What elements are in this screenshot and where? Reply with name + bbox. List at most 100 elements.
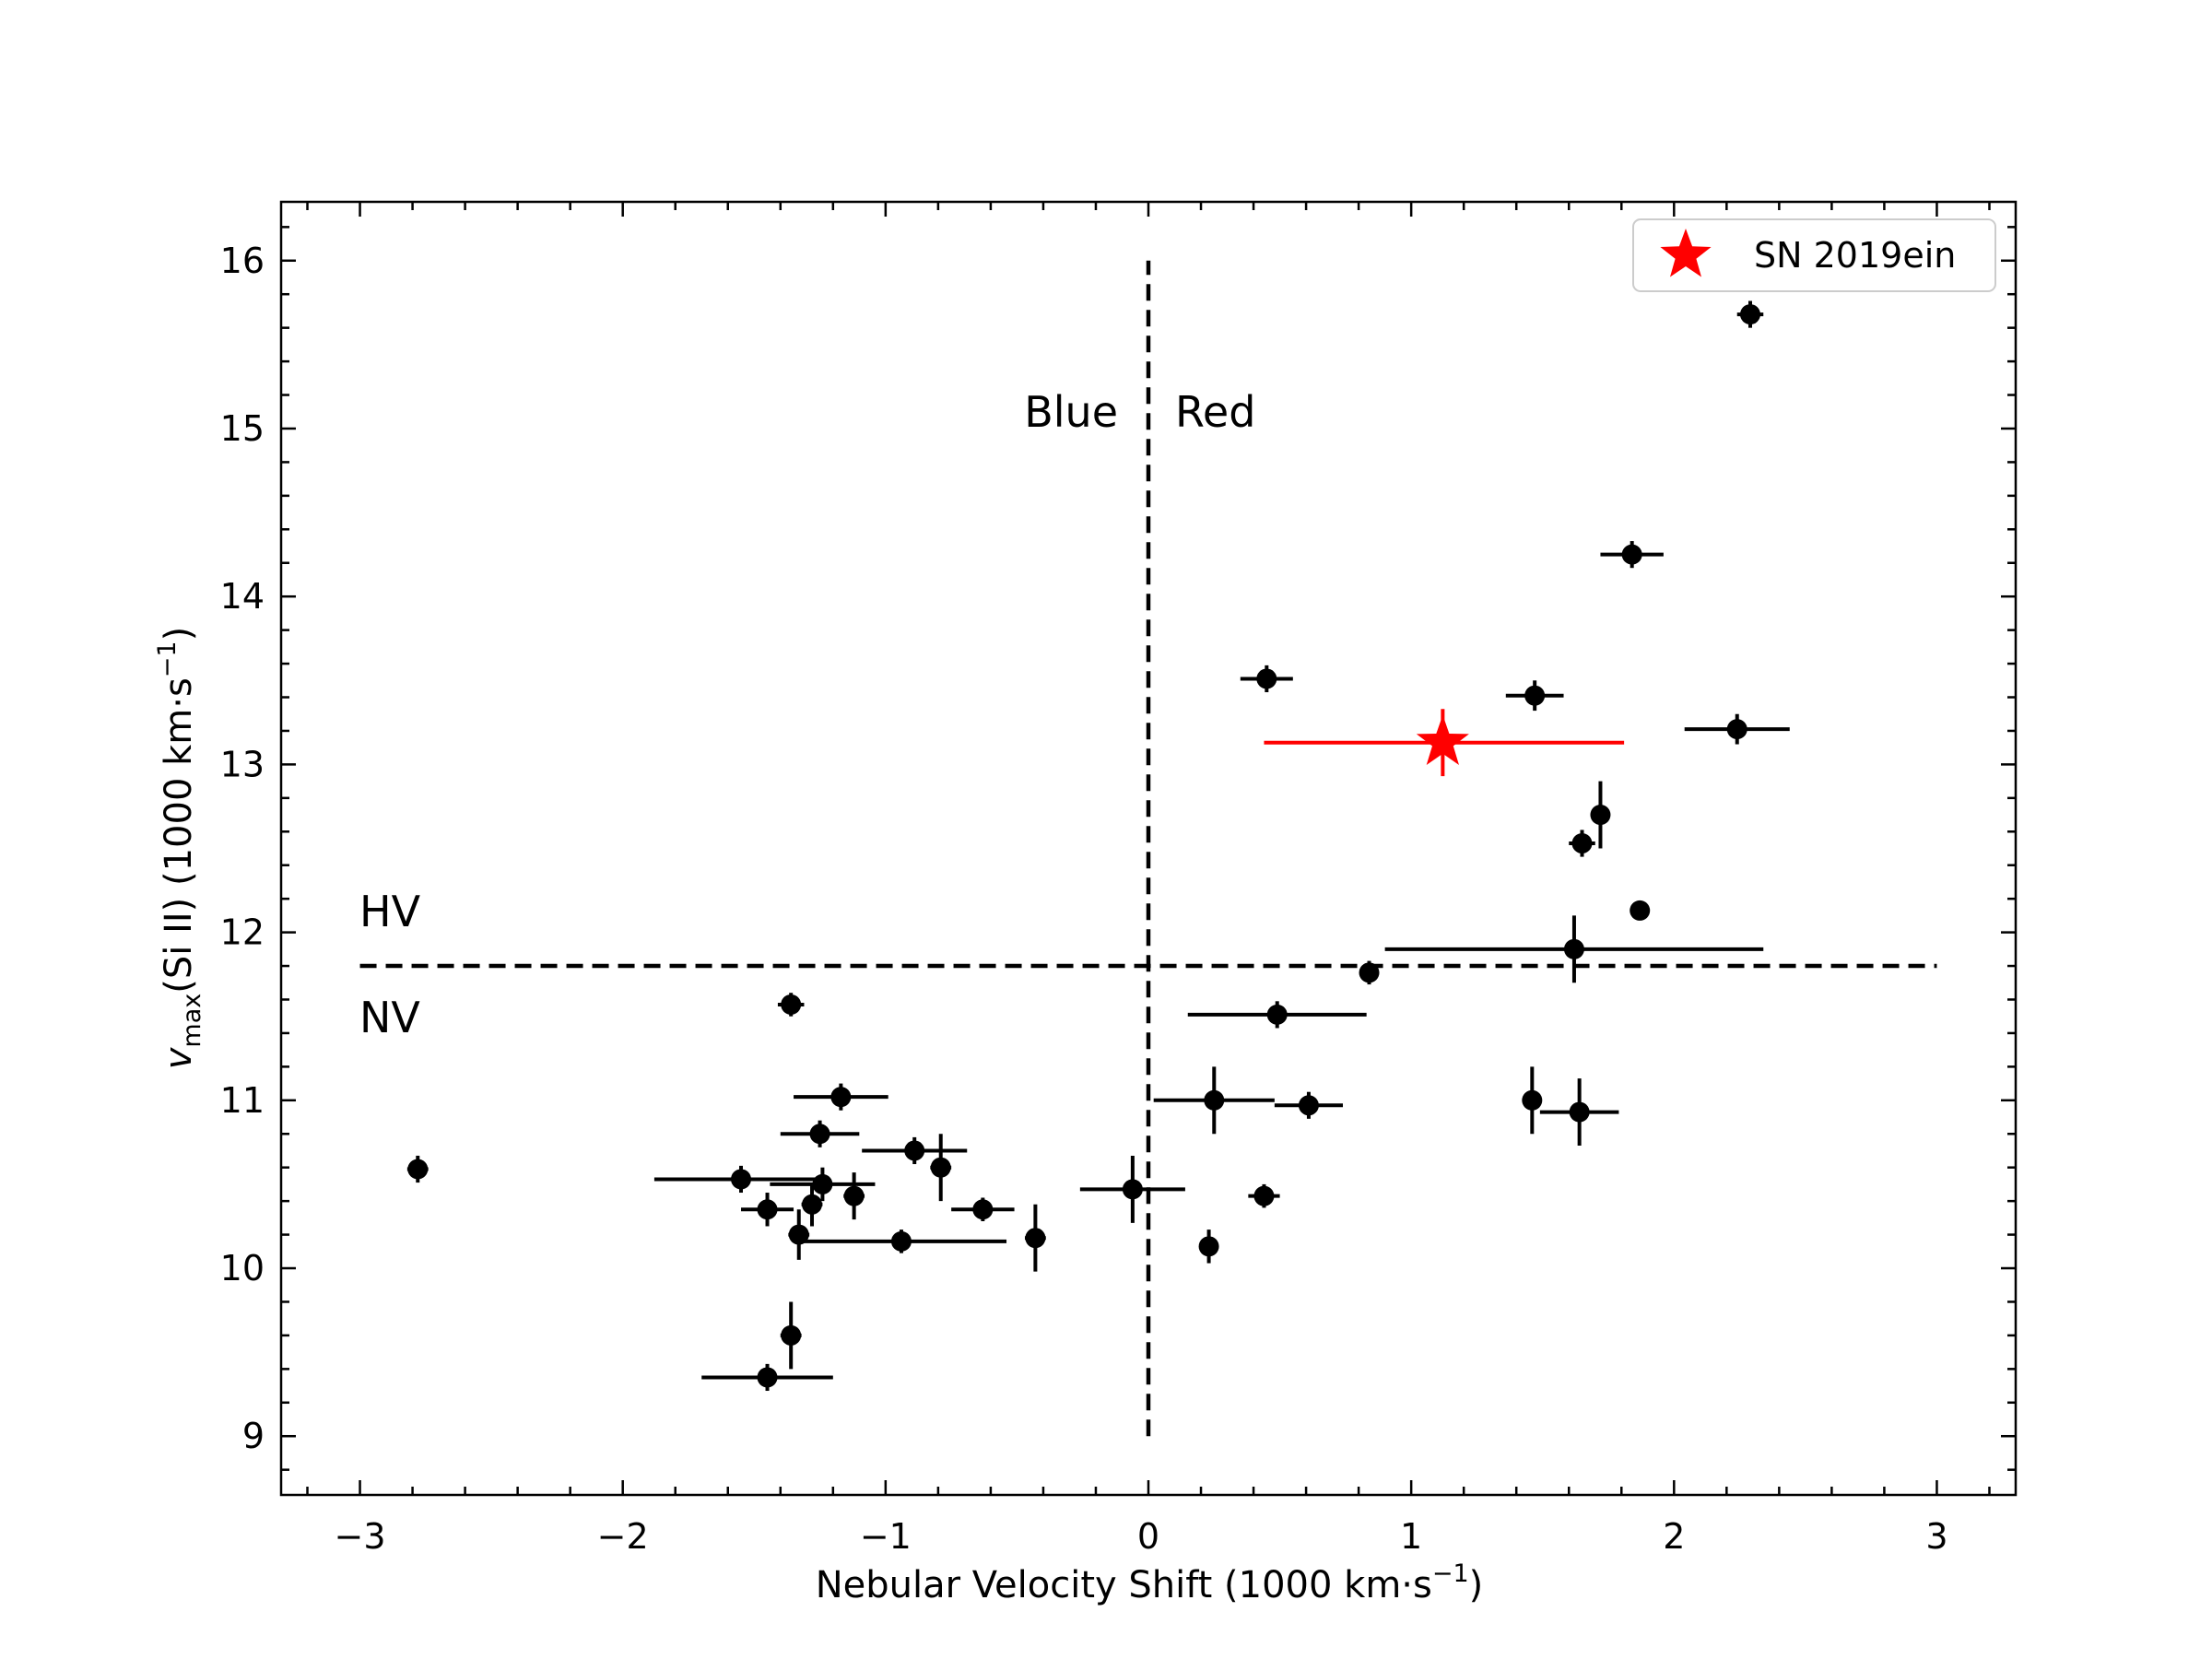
data-point — [1198, 1230, 1219, 1264]
data-point — [794, 1083, 888, 1111]
x-axis-title-sup: −1 — [1432, 1559, 1469, 1588]
data-point — [1153, 1066, 1275, 1135]
x-axis-title-end: ) — [1469, 1564, 1484, 1606]
data-point — [1359, 960, 1380, 985]
y-axis-title-sup: −1 — [153, 641, 182, 677]
data-point — [1569, 830, 1595, 857]
data-point — [862, 1136, 968, 1165]
circle-marker — [1621, 544, 1642, 565]
circle-marker — [1726, 719, 1747, 740]
circle-marker — [1256, 668, 1277, 689]
x-tick-label: 3 — [1925, 1516, 1947, 1557]
annotations: Blue Red HV NV — [359, 387, 1255, 1042]
data-point — [1187, 1001, 1367, 1029]
y-tick-label: 12 — [220, 912, 265, 953]
legend-label: SN 2019ein — [1754, 235, 1956, 276]
y-axis-title-sub: max — [178, 994, 206, 1048]
data-point — [930, 1134, 952, 1202]
data-point — [780, 1301, 802, 1370]
data-point — [1539, 1078, 1619, 1147]
x-axis-title-main: Nebular Velocity Shift (1000 km·s — [816, 1564, 1432, 1606]
circle-marker — [757, 1199, 778, 1220]
data-point — [406, 1155, 429, 1183]
circle-marker — [809, 1124, 830, 1145]
data-point — [1600, 541, 1664, 569]
circle-marker — [930, 1157, 951, 1178]
circle-marker — [802, 1194, 823, 1215]
circle-marker — [781, 994, 802, 1015]
data-point — [1736, 300, 1764, 328]
data-point — [1630, 900, 1651, 921]
data-point — [1505, 680, 1564, 712]
circle-marker — [1524, 685, 1546, 706]
circle-marker — [1198, 1236, 1219, 1257]
data-point — [701, 1363, 833, 1392]
x-tick-label: 2 — [1663, 1516, 1685, 1557]
circle-marker — [1739, 304, 1760, 325]
legend-star-icon — [1660, 229, 1712, 277]
annotation-red: Red — [1175, 387, 1255, 437]
data-point — [1522, 1066, 1543, 1135]
y-tick-label: 13 — [220, 744, 265, 784]
circle-marker — [1359, 962, 1380, 983]
data-point — [1590, 781, 1611, 849]
circle-marker — [1590, 805, 1611, 826]
data-point — [1384, 915, 1764, 983]
data-point — [653, 1165, 829, 1194]
circle-marker — [830, 1087, 852, 1108]
data-point — [1079, 1155, 1185, 1223]
divider-lines — [359, 260, 1937, 1437]
circle-marker — [1204, 1089, 1225, 1111]
circle-marker — [731, 1169, 752, 1190]
circle-marker — [890, 1230, 912, 1252]
y-tick-label: 11 — [220, 1080, 265, 1121]
circle-marker — [1266, 1004, 1288, 1025]
data-point — [770, 1167, 876, 1202]
circle-marker — [1630, 900, 1651, 921]
annotation-blue: Blue — [1024, 387, 1118, 437]
y-tick-label: 16 — [220, 241, 265, 281]
y-axis-title: vmax(Si II) (1000 km·s−1) — [153, 627, 206, 1069]
x-tick-label: 0 — [1137, 1516, 1159, 1557]
circle-marker — [812, 1173, 833, 1194]
star-marker — [1416, 714, 1469, 765]
highlight-point — [1264, 709, 1625, 777]
circle-marker — [757, 1367, 778, 1388]
y-axis-title-v: v — [158, 1046, 200, 1069]
circle-marker — [781, 1324, 802, 1346]
y-tick-label: 14 — [220, 576, 265, 617]
y-tick-label: 9 — [242, 1416, 265, 1456]
x-axis-title: Nebular Velocity Shift (1000 km·s−1) — [816, 1559, 1484, 1606]
x-tick-label: 1 — [1400, 1516, 1422, 1557]
data-point — [1684, 713, 1790, 745]
x-tick-label: −3 — [335, 1516, 386, 1557]
circle-marker — [843, 1185, 865, 1206]
legend: SN 2019ein — [1632, 218, 1996, 292]
data-point — [1248, 1183, 1280, 1208]
circle-marker — [1563, 938, 1584, 959]
plot-frame — [279, 200, 2018, 1497]
data-point — [1024, 1204, 1046, 1272]
data-point — [801, 1182, 823, 1227]
circle-marker — [1298, 1095, 1319, 1116]
data-point — [1274, 1091, 1344, 1119]
circle-marker — [1569, 1101, 1590, 1123]
circle-marker — [1522, 1089, 1543, 1111]
data-point — [788, 1209, 810, 1260]
data-point — [795, 1230, 1007, 1253]
y-axis-title-main: (Si II) (1000 km·s — [158, 677, 200, 994]
circle-marker — [1571, 833, 1593, 854]
data-point — [1240, 665, 1293, 693]
data-point — [843, 1172, 865, 1220]
legend-box — [1632, 218, 1996, 292]
x-tick-label: −1 — [860, 1516, 912, 1557]
data-point — [741, 1193, 794, 1227]
data-points — [406, 300, 1790, 1392]
circle-marker — [407, 1159, 429, 1180]
annotation-nv: NV — [359, 993, 420, 1042]
data-point — [777, 993, 805, 1017]
circle-marker — [1122, 1179, 1143, 1200]
y-tick-label: 15 — [220, 408, 265, 449]
